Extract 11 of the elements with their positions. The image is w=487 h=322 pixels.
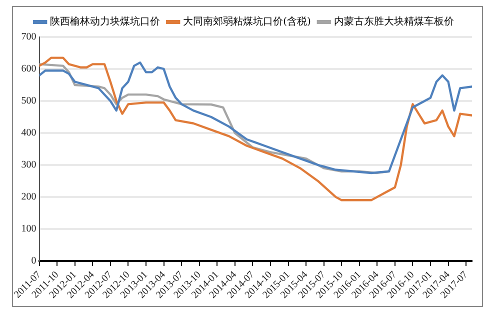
y-tick-label: 500 [21, 96, 36, 107]
y-tick-label: 700 [21, 32, 36, 43]
legend-label: 陕西榆林动力块煤坑口价 [50, 16, 160, 28]
y-tick-label: 100 [21, 224, 36, 235]
y-tick-label: 0 [31, 256, 36, 267]
y-tick-label: 600 [21, 64, 36, 75]
y-tick-label: 200 [21, 192, 36, 203]
y-tick-label: 300 [21, 160, 36, 171]
y-tick-label: 400 [21, 128, 36, 139]
legend-label: 内蒙古东胜大块精煤车板价 [334, 16, 454, 28]
legend-label: 大同南郊弱粘煤坑口价(含税) [183, 16, 311, 28]
